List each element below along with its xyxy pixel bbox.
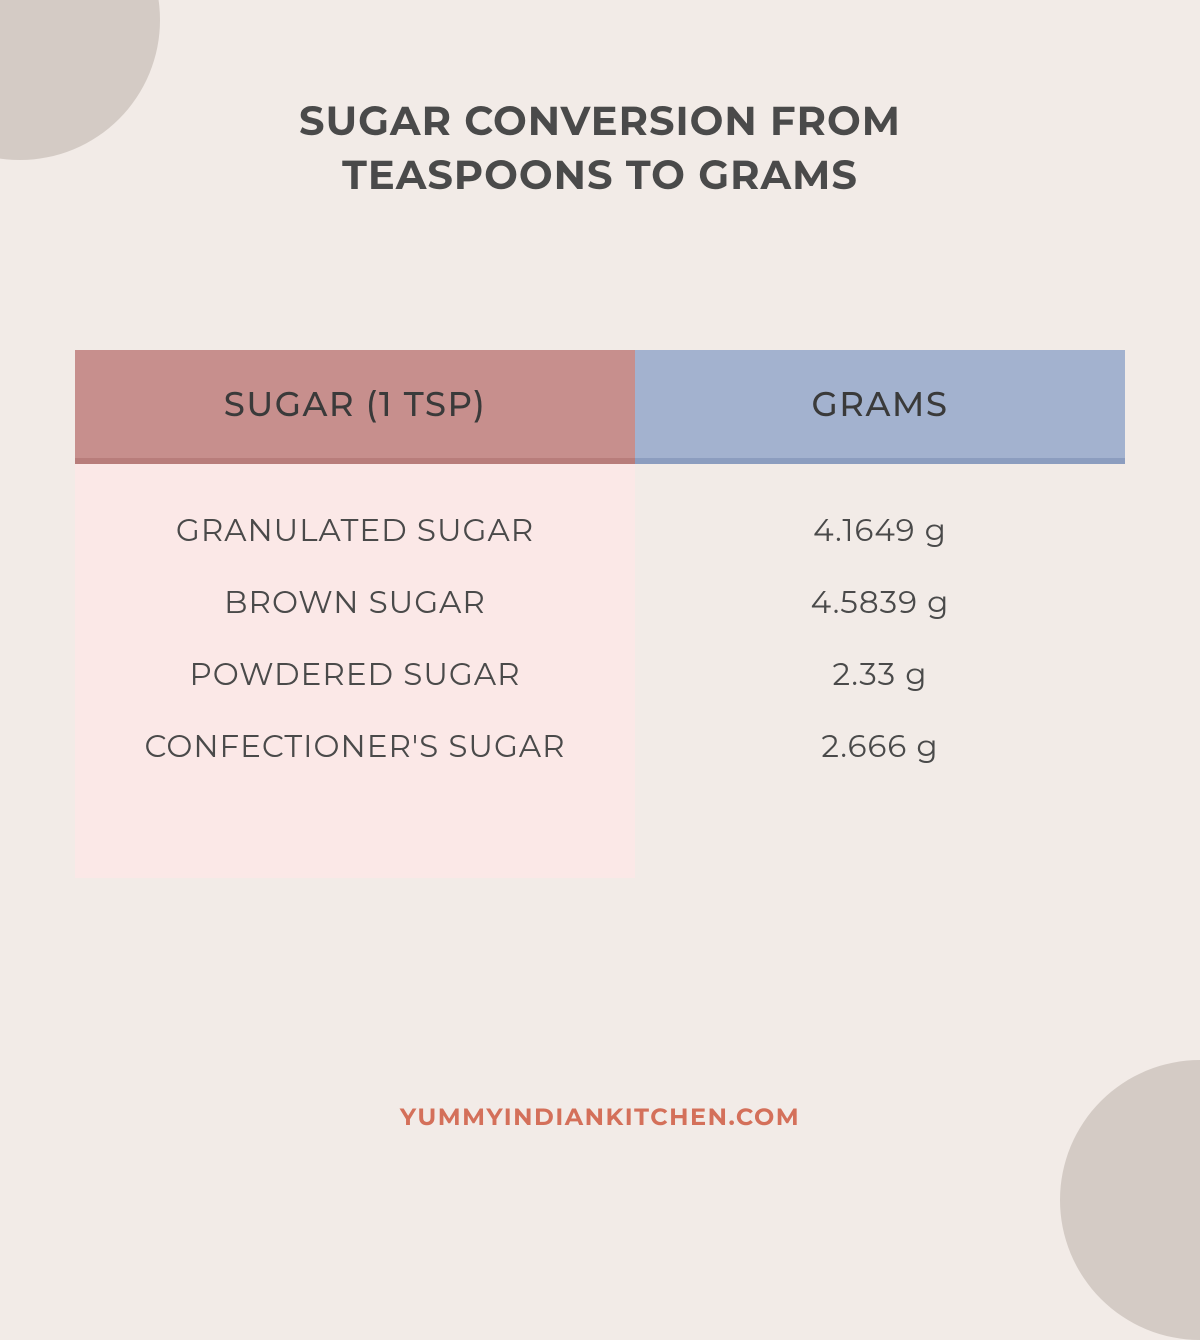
- table-row: 2.33 g: [635, 638, 1125, 710]
- table-row: GRANULATED SUGAR: [75, 494, 635, 566]
- table-row: POWDERED SUGAR: [75, 638, 635, 710]
- table-row: 4.1649 g: [635, 494, 1125, 566]
- title-line-1: SUGAR CONVERSION FROM: [299, 97, 901, 146]
- conversion-table: SUGAR (1 TSP) GRAMS GRANULATED SUGAR BRO…: [75, 350, 1125, 878]
- corner-decoration-bottom: [1060, 1060, 1200, 1340]
- table-body: GRANULATED SUGAR BROWN SUGAR POWDERED SU…: [75, 458, 1125, 878]
- table-row: CONFECTIONER'S SUGAR: [75, 710, 635, 782]
- footer-attribution: YUMMYINDIANKITCHEN.COM: [0, 1103, 1200, 1132]
- header-sugar: SUGAR (1 TSP): [75, 350, 635, 458]
- title-line-2: TEASPOONS TO GRAMS: [342, 151, 858, 200]
- page-title: SUGAR CONVERSION FROM TEASPOONS TO GRAMS: [0, 95, 1200, 203]
- table-body-values: 4.1649 g 4.5839 g 2.33 g 2.666 g: [635, 458, 1125, 878]
- table-row: BROWN SUGAR: [75, 566, 635, 638]
- table-header-row: SUGAR (1 TSP) GRAMS: [75, 350, 1125, 458]
- table-row: 4.5839 g: [635, 566, 1125, 638]
- header-grams: GRAMS: [635, 350, 1125, 458]
- table-body-names: GRANULATED SUGAR BROWN SUGAR POWDERED SU…: [75, 458, 635, 878]
- table-row: 2.666 g: [635, 710, 1125, 782]
